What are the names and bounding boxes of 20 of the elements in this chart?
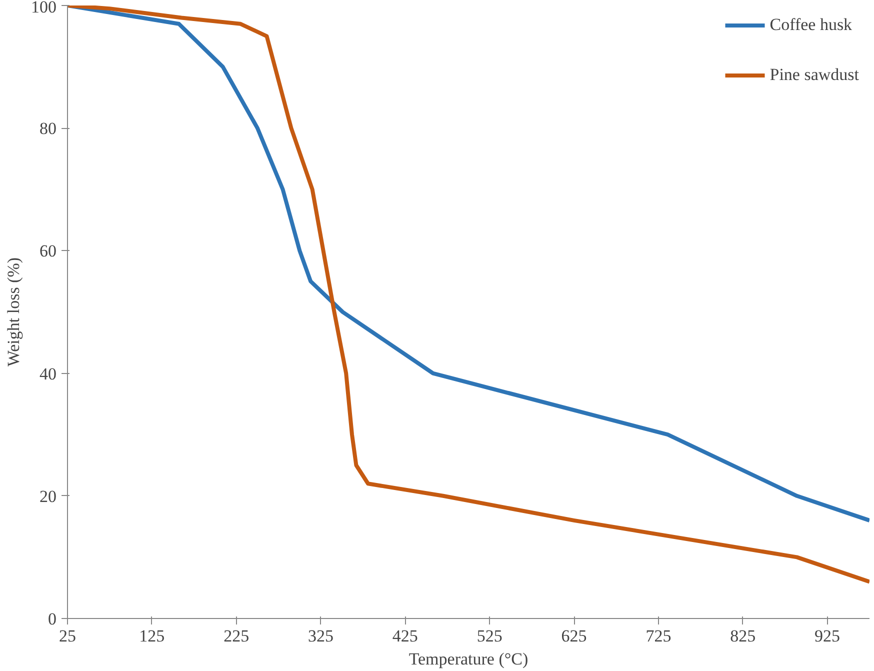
x-tick-label: 325 [308,626,334,646]
x-tick-label: 925 [814,626,840,646]
y-tick-label: 20 [40,486,56,506]
legend-label: Pine sawdust [770,65,859,85]
x-tick-label: 425 [392,626,418,646]
x-axis-title: Temperature (°C) [408,650,528,668]
x-tick-label: 225 [224,626,250,646]
x-tick-label: 625 [561,626,587,646]
y-axis-title: Weight loss (%) [4,257,23,367]
x-tick-label: 25 [59,626,76,646]
x-tick-label: 525 [476,626,502,646]
legend-label: Coffee husk [770,15,852,35]
x-tick-label: 725 [646,626,672,646]
y-tick-label: 60 [40,242,56,261]
y-tick-label: 40 [40,364,56,384]
x-tick-label: 125 [139,626,165,646]
x-tick-label: 825 [730,626,756,646]
y-tick-label: 80 [40,119,56,138]
y-tick-label: 100 [31,0,56,16]
y-tick-label: 0 [48,610,56,628]
